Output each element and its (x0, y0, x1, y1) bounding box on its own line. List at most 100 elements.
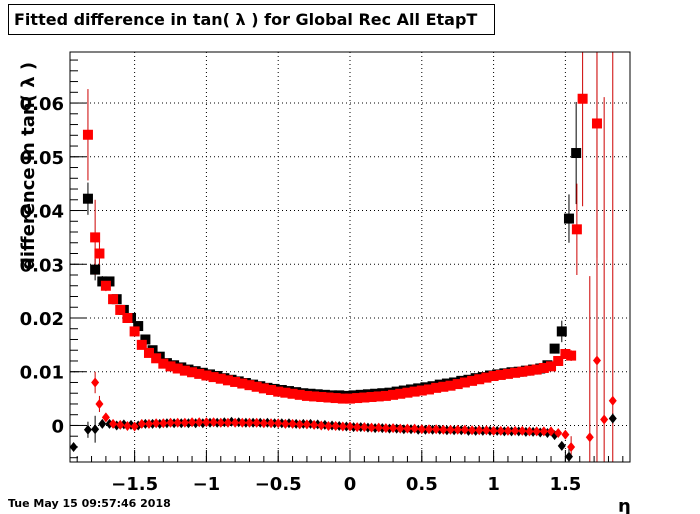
data-point-diamond (532, 426, 541, 437)
data-point-diamond (91, 377, 100, 388)
data-point-diamond (324, 420, 333, 431)
data-point-square (215, 373, 226, 384)
data-point-diamond (403, 423, 412, 434)
data-point-square (467, 375, 478, 386)
data-point-diamond (98, 418, 107, 429)
data-point-diamond (173, 417, 182, 428)
data-point-square (566, 350, 577, 361)
data-point-square (373, 391, 384, 402)
data-point-diamond (317, 420, 326, 431)
data-point-square (563, 213, 574, 224)
data-point-diamond (489, 425, 498, 436)
data-point-diamond (209, 417, 218, 428)
data-point-square (258, 383, 269, 394)
data-point-square (488, 371, 499, 382)
data-point-square (136, 339, 147, 350)
data-point-diamond (539, 426, 548, 437)
data-point-diamond (144, 418, 153, 429)
y-tick-label: 0.05 (20, 148, 64, 169)
data-point-diamond (554, 427, 563, 438)
grid-lines (70, 52, 630, 462)
data-point-diamond (109, 418, 118, 429)
timestamp-label: Tue May 15 09:57:46 2018 (8, 497, 171, 510)
x-axis-title: η (618, 496, 631, 514)
data-point-diamond (360, 422, 369, 433)
data-point-square (158, 358, 169, 369)
data-point-diamond (166, 417, 175, 428)
data-point-diamond (432, 424, 441, 435)
data-point-square (502, 368, 513, 379)
y-tick-label: 0.06 (20, 94, 64, 115)
data-point-square (438, 381, 449, 392)
data-point-square (495, 369, 506, 380)
data-point-diamond (259, 418, 268, 429)
data-point-square (179, 365, 190, 376)
data-markers (69, 93, 617, 462)
data-point-diamond (188, 417, 197, 428)
data-point-square (445, 380, 456, 391)
data-point-diamond (381, 423, 390, 434)
data-point-diamond (202, 417, 211, 428)
data-point-diamond (353, 422, 362, 433)
y-tick-label: 0.03 (20, 255, 64, 276)
data-point-square (115, 304, 126, 315)
data-point-square (359, 392, 370, 403)
data-point-diamond (137, 418, 146, 429)
data-point-square (140, 334, 151, 345)
data-point-diamond (525, 426, 534, 437)
data-point-square (474, 374, 485, 385)
data-point-diamond (567, 441, 576, 452)
data-point-diamond (331, 420, 340, 431)
data-point-diamond (130, 421, 139, 432)
data-point-diamond (101, 412, 110, 423)
data-point-square (244, 380, 255, 391)
data-point-square (459, 377, 470, 388)
data-point-square (352, 393, 363, 404)
data-point-square (294, 389, 305, 400)
x-tick-label: 1 (487, 474, 500, 495)
data-point-diamond (302, 419, 311, 430)
data-point-diamond (159, 418, 168, 429)
data-point-square (273, 386, 284, 397)
data-point-square (201, 370, 212, 381)
data-point-diamond (95, 398, 104, 409)
data-point-square (143, 347, 154, 358)
data-point-square (409, 386, 420, 397)
data-point-square (100, 280, 111, 291)
x-tick-label: −1 (193, 474, 221, 495)
data-point-square (481, 372, 492, 383)
data-point-diamond (511, 425, 520, 436)
data-point-square (133, 321, 144, 332)
data-point-diamond (410, 423, 419, 434)
data-point-square (187, 367, 198, 378)
data-point-square (366, 391, 377, 402)
data-point-diamond (389, 423, 398, 434)
data-point-diamond (557, 440, 566, 451)
data-point-square (90, 264, 101, 275)
data-point-square (510, 367, 521, 378)
y-tick-label: 0.01 (20, 363, 64, 384)
data-point-square (230, 376, 241, 387)
x-tick-label: 0 (344, 474, 357, 495)
data-point-diamond (460, 424, 469, 435)
data-point-diamond (116, 419, 125, 430)
data-point-square (82, 193, 93, 204)
data-point-diamond (346, 421, 354, 432)
x-tick-label: −0.5 (255, 474, 302, 495)
data-point-diamond (496, 425, 505, 436)
y-tick-label: 0.02 (20, 309, 64, 330)
data-point-diamond (123, 420, 132, 431)
data-point-diamond (310, 419, 319, 430)
data-point-diamond (608, 395, 617, 406)
data-point-square (151, 353, 162, 364)
data-point-square (280, 387, 291, 398)
data-point-diamond (367, 422, 376, 433)
data-point-square (517, 366, 528, 377)
data-point-diamond (281, 418, 290, 429)
data-point-square (452, 379, 463, 390)
data-point-diamond (564, 451, 573, 462)
data-point-square (94, 248, 105, 259)
data-point-diamond (561, 429, 570, 440)
data-point-diamond (180, 417, 189, 428)
chart-title: Fitted difference in tan( λ ) for Global… (8, 4, 495, 35)
